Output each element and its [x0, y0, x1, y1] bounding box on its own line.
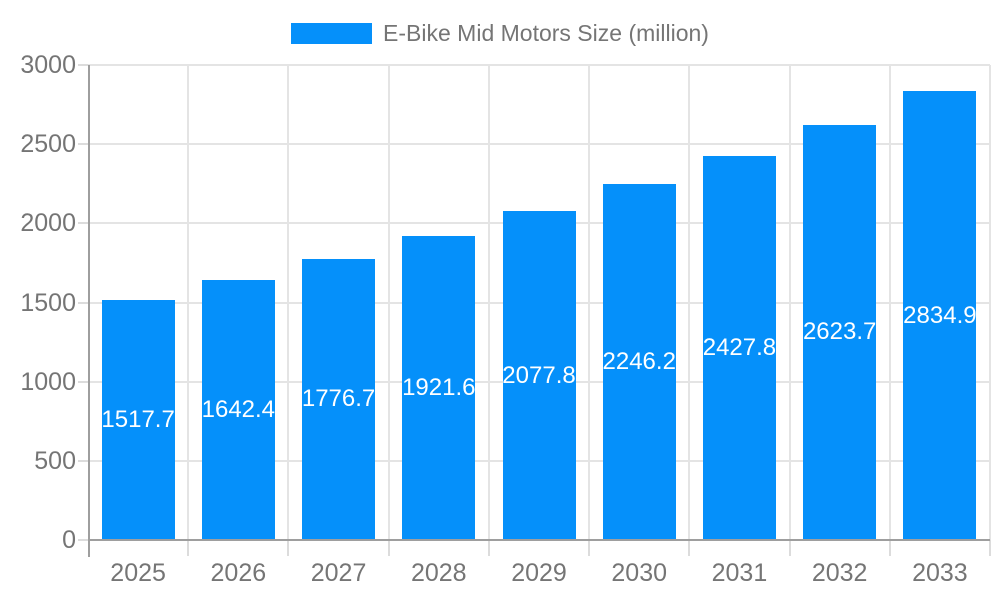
y-axis-tick-label: 3000: [20, 51, 76, 79]
x-axis-line: [88, 539, 990, 541]
y-axis-tick: [78, 64, 88, 66]
x-axis-tick-label: 2026: [210, 559, 267, 587]
x-axis-tick: [888, 540, 891, 556]
h-gridline: [88, 143, 990, 146]
x-axis-tick: [688, 540, 691, 556]
bar-2029: [502, 211, 576, 540]
y-axis-line: [88, 65, 90, 557]
x-axis-tick-label: 2028: [410, 559, 467, 587]
legend-swatch[interactable]: [291, 22, 373, 44]
x-axis-tick: [187, 540, 190, 556]
x-axis-tick-label: 2031: [711, 559, 768, 587]
v-gridline: [989, 65, 991, 540]
x-axis-tick-label: 2033: [912, 559, 968, 587]
x-axis-tick: [287, 540, 290, 556]
bar-value-label: 1921.6: [402, 373, 476, 401]
bar-2031: [702, 155, 776, 540]
bar-value-label: 2077.8: [502, 361, 576, 389]
v-gridline: [688, 65, 691, 540]
y-axis-tick-label: 2000: [20, 209, 76, 238]
y-axis-tick: [78, 539, 88, 541]
h-gridline: [88, 64, 990, 66]
bar-value-label: 2427.8: [702, 333, 777, 361]
bar-value-label: 2623.7: [802, 318, 877, 346]
x-axis-tick: [989, 540, 991, 556]
v-gridline: [588, 65, 591, 540]
x-axis-tick: [788, 540, 791, 556]
v-gridline: [487, 65, 490, 540]
y-axis-tick-label: 2500: [20, 130, 76, 159]
v-gridline: [287, 65, 290, 540]
x-axis-tick: [487, 540, 490, 556]
plot-area: 0 500 1000 1500 2000 2500 3000 1517.7 2025 1642.4…: [20, 51, 991, 587]
chart-legend[interactable]: E-Bike Mid Motors Size (million): [0, 20, 1000, 46]
y-axis-tick: [78, 222, 88, 225]
bar-value-label: 2246.2: [602, 348, 676, 376]
x-axis-tick-label: 2025: [110, 559, 166, 587]
v-gridline: [387, 65, 390, 540]
x-axis-tick-label: 2032: [811, 559, 868, 587]
y-axis-tick-label: 500: [34, 446, 76, 475]
bar-2026: [201, 279, 275, 540]
bar-2028: [402, 235, 476, 540]
x-axis-tick-label: 2030: [611, 559, 668, 587]
bar-value-label: 1642.4: [201, 395, 276, 423]
x-axis-tick: [387, 540, 390, 556]
bar-2033: [903, 91, 977, 540]
legend-label[interactable]: E-Bike Mid Motors Size (million): [383, 20, 709, 46]
y-axis-tick-label: 0: [62, 526, 76, 554]
bar-2030: [602, 184, 676, 540]
bar-2027: [302, 258, 376, 540]
x-axis-tick-label: 2027: [310, 559, 367, 587]
y-axis-tick: [78, 301, 88, 304]
v-gridline: [788, 65, 791, 540]
y-axis-tick-label: 1500: [20, 288, 76, 317]
bar-value-label: 1517.7: [101, 405, 175, 433]
v-gridline: [187, 65, 190, 540]
y-axis-tick: [78, 143, 88, 146]
v-gridline: [888, 65, 891, 540]
bar-2025: [101, 299, 175, 540]
x-axis-tick-label: 2029: [511, 559, 567, 587]
bar-value-label: 2834.9: [903, 301, 977, 329]
y-axis-tick-label: 1000: [20, 367, 76, 396]
x-axis-tick: [588, 540, 591, 556]
y-axis-tick: [78, 459, 88, 462]
bar-2032: [803, 124, 877, 540]
y-axis-tick: [78, 380, 88, 383]
bar-value-label: 1776.7: [301, 385, 376, 413]
